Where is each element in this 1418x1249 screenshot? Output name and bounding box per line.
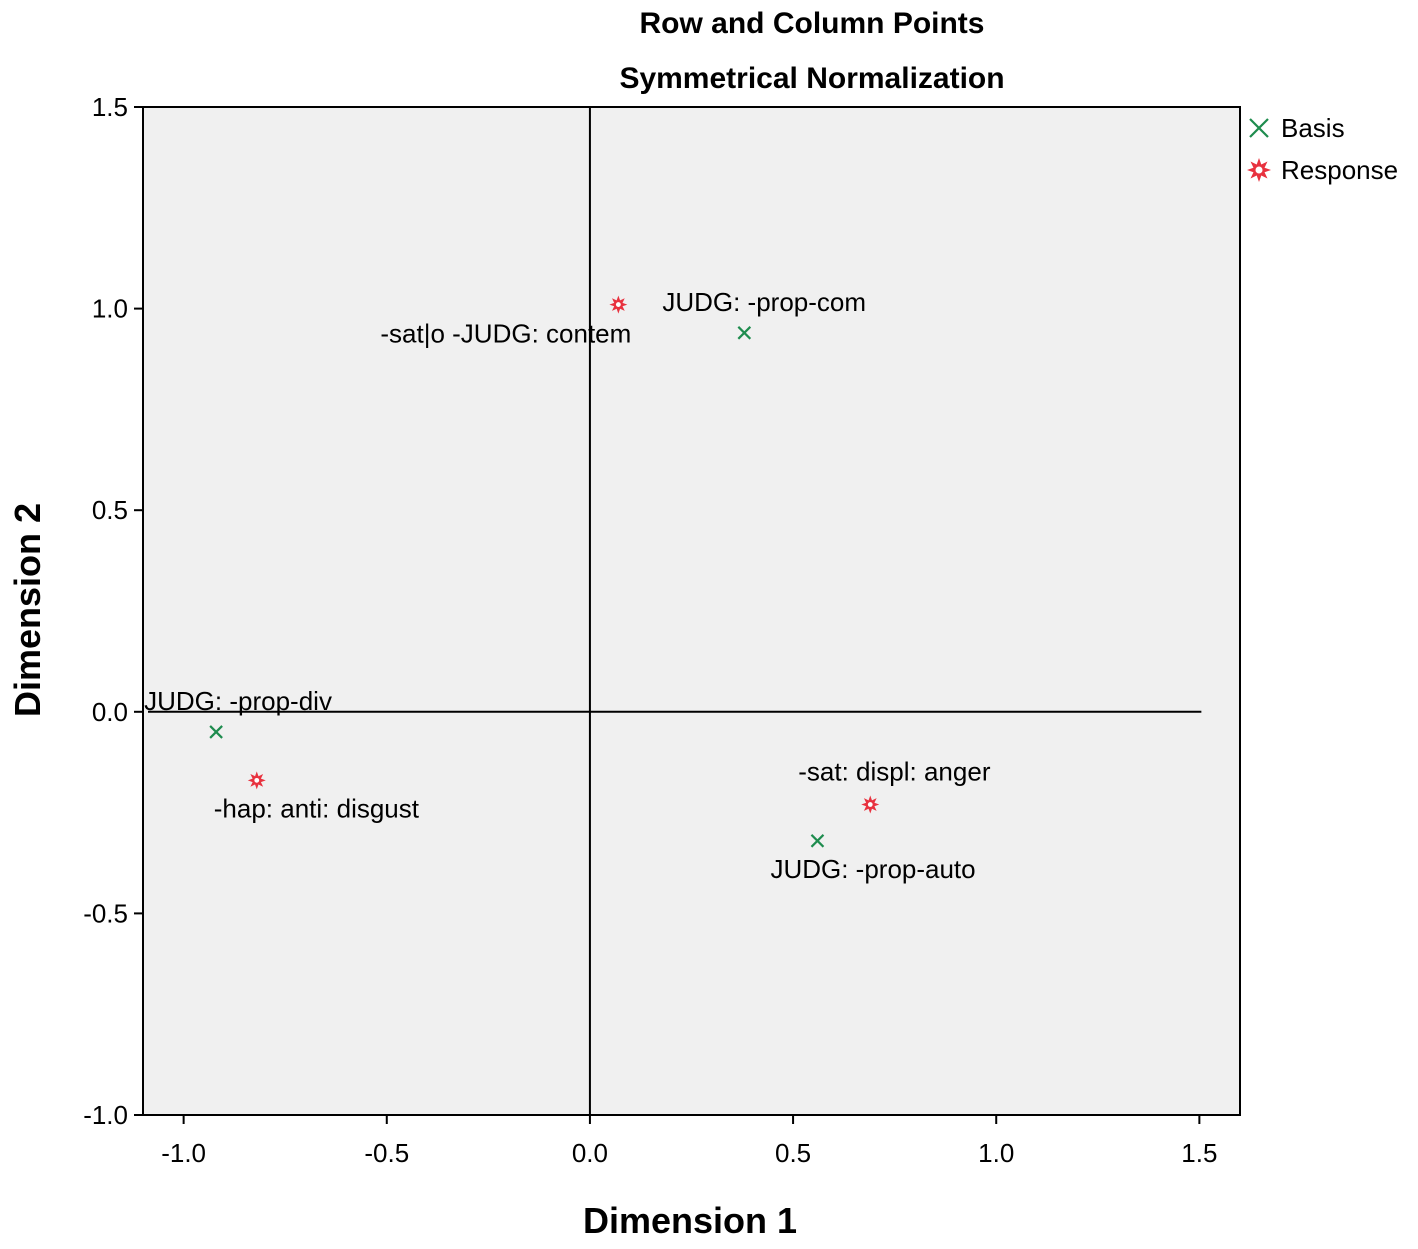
point-label: JUDG: -prop-auto bbox=[770, 854, 975, 884]
point-label: -sat: displ: anger bbox=[798, 757, 991, 787]
star-marker-center bbox=[615, 302, 621, 307]
x-tick-label: 0.0 bbox=[572, 1138, 608, 1168]
basis-point[interactable] bbox=[810, 834, 825, 848]
basis-point[interactable] bbox=[209, 725, 223, 739]
star-marker-center bbox=[867, 802, 873, 807]
chart-title: Row and Column Points bbox=[640, 7, 985, 40]
point-label: -sat|o -JUDG: contem bbox=[380, 319, 631, 349]
plot-area bbox=[142, 106, 1241, 1116]
x-tick-label: 1.0 bbox=[978, 1138, 1014, 1168]
x-marker-stroke bbox=[1249, 118, 1269, 138]
x-marker-stroke bbox=[810, 834, 825, 848]
y-axis-title: Dimension 2 bbox=[7, 503, 48, 717]
response-point[interactable] bbox=[861, 795, 880, 814]
legend-label: Basis bbox=[1281, 113, 1345, 143]
star-marker-center bbox=[254, 777, 260, 783]
x-tick-label: 1.5 bbox=[1181, 1138, 1217, 1168]
point-label: JUDG: -prop-com bbox=[662, 287, 866, 317]
response-point[interactable] bbox=[247, 771, 266, 790]
legend-item-basis[interactable]: Basis bbox=[1249, 113, 1345, 143]
y-tick-label: 1.0 bbox=[92, 294, 128, 324]
x-tick-label: 0.5 bbox=[775, 1138, 811, 1168]
x-marker-stroke bbox=[209, 725, 223, 739]
y-tick-label: -1.0 bbox=[83, 1100, 128, 1130]
point-label: -hap: anti: disgust bbox=[214, 793, 420, 823]
x-marker-stroke bbox=[737, 326, 752, 340]
basis-point[interactable] bbox=[737, 326, 752, 340]
legend-item-response[interactable]: Response bbox=[1247, 155, 1398, 185]
x-tick-label: -1.0 bbox=[161, 1138, 206, 1168]
chart-subtitle: Symmetrical Normalization bbox=[619, 62, 1004, 95]
x-tick-label: -0.5 bbox=[364, 1138, 409, 1168]
y-tick-label: 1.5 bbox=[92, 92, 128, 122]
y-tick-label: 0.0 bbox=[92, 697, 128, 727]
response-point[interactable] bbox=[609, 295, 628, 314]
x-axis-title: Dimension 1 bbox=[583, 1200, 797, 1241]
legend-label: Response bbox=[1281, 155, 1398, 185]
y-tick-label: -0.5 bbox=[83, 898, 128, 928]
legend-star-center bbox=[1255, 166, 1263, 174]
y-tick-label: 0.5 bbox=[92, 495, 128, 525]
point-label: JUDG: -prop-div bbox=[144, 686, 332, 716]
